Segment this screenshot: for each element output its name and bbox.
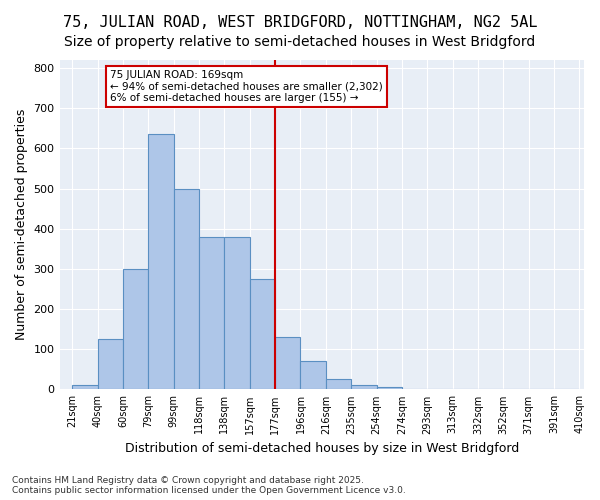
- Bar: [326, 380, 351, 390]
- Bar: [98, 339, 123, 390]
- Text: 75 JULIAN ROAD: 169sqm
← 94% of semi-detached houses are smaller (2,302)
6% of s: 75 JULIAN ROAD: 169sqm ← 94% of semi-det…: [110, 70, 383, 103]
- Text: Contains HM Land Registry data © Crown copyright and database right 2025.
Contai: Contains HM Land Registry data © Crown c…: [12, 476, 406, 495]
- Bar: [148, 134, 173, 390]
- Bar: [250, 279, 275, 390]
- X-axis label: Distribution of semi-detached houses by size in West Bridgford: Distribution of semi-detached houses by …: [125, 442, 519, 455]
- Bar: [224, 237, 250, 390]
- Bar: [199, 237, 224, 390]
- Bar: [123, 269, 148, 390]
- Text: Size of property relative to semi-detached houses in West Bridgford: Size of property relative to semi-detach…: [64, 35, 536, 49]
- Text: 75, JULIAN ROAD, WEST BRIDGFORD, NOTTINGHAM, NG2 5AL: 75, JULIAN ROAD, WEST BRIDGFORD, NOTTING…: [63, 15, 537, 30]
- Bar: [301, 362, 326, 390]
- Bar: [402, 388, 427, 390]
- Bar: [173, 188, 199, 390]
- Bar: [427, 388, 452, 390]
- Bar: [275, 337, 301, 390]
- Y-axis label: Number of semi-detached properties: Number of semi-detached properties: [15, 109, 28, 340]
- Bar: [377, 388, 402, 390]
- Bar: [351, 386, 377, 390]
- Bar: [72, 386, 98, 390]
